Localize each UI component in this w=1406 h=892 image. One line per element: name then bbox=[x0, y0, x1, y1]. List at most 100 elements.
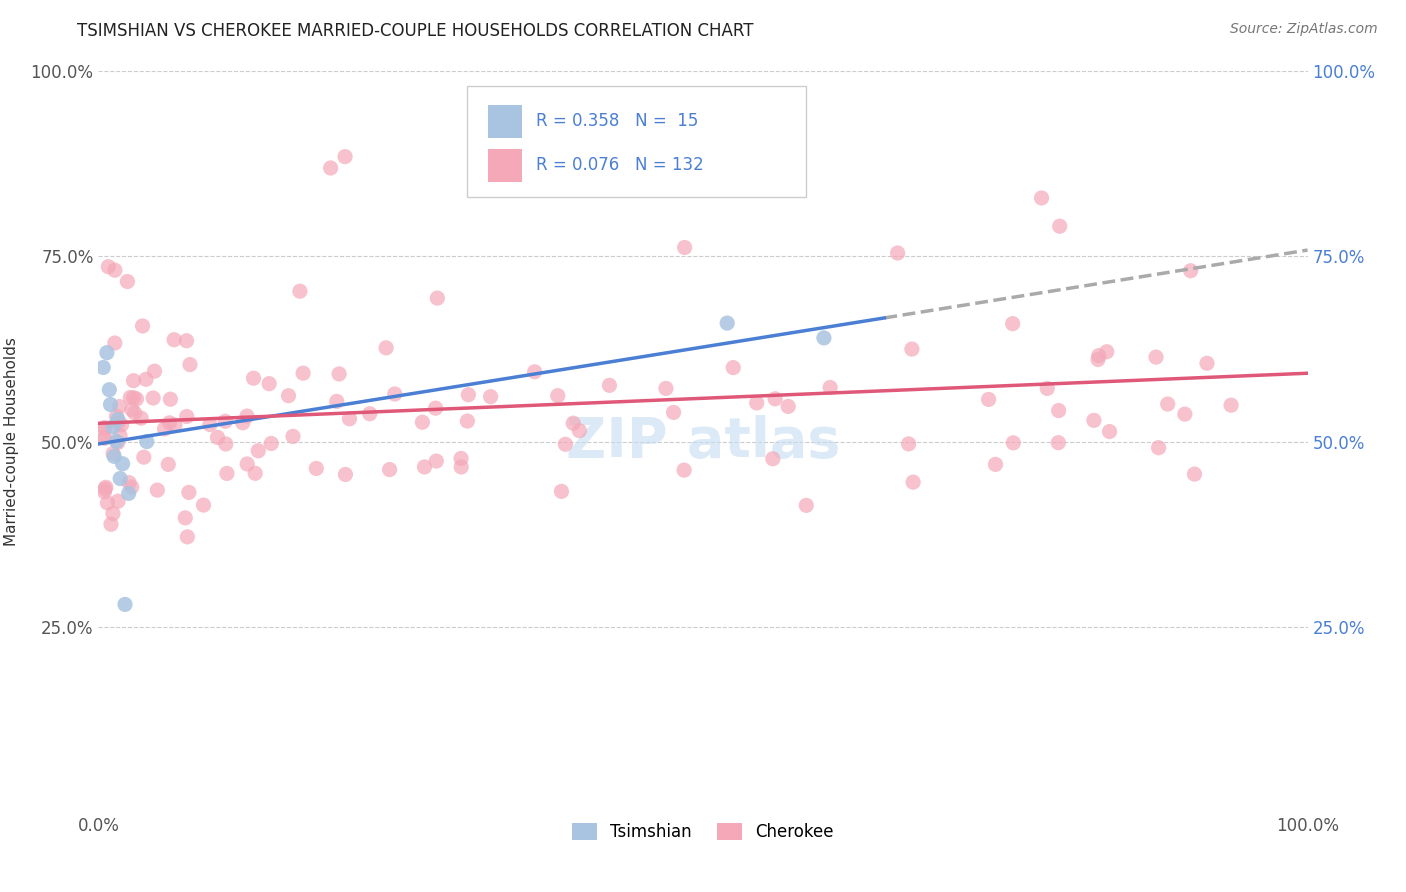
Point bbox=[101, 419, 124, 434]
Point bbox=[1157, 397, 1180, 411]
Point bbox=[124, 406, 146, 420]
Point bbox=[121, 480, 143, 494]
Point bbox=[174, 511, 197, 525]
Point bbox=[232, 416, 254, 430]
Point bbox=[762, 451, 785, 466]
Point bbox=[450, 459, 472, 474]
FancyBboxPatch shape bbox=[467, 87, 806, 197]
Point bbox=[108, 471, 131, 485]
Point bbox=[292, 366, 315, 380]
Point bbox=[103, 450, 125, 464]
Point bbox=[118, 475, 141, 490]
Point bbox=[378, 462, 401, 476]
Point bbox=[247, 443, 270, 458]
Point bbox=[456, 414, 478, 428]
Point bbox=[96, 496, 118, 510]
Point bbox=[243, 467, 266, 481]
Point bbox=[1220, 398, 1243, 412]
FancyBboxPatch shape bbox=[488, 104, 522, 138]
Point bbox=[193, 498, 215, 512]
Point bbox=[122, 374, 145, 388]
Point bbox=[118, 486, 141, 500]
Point bbox=[94, 482, 117, 496]
Point bbox=[236, 457, 259, 471]
Point bbox=[177, 485, 200, 500]
Point bbox=[107, 494, 129, 508]
Point bbox=[215, 437, 238, 451]
Point bbox=[655, 381, 678, 395]
Point bbox=[135, 372, 157, 386]
Point bbox=[108, 428, 131, 442]
Point bbox=[413, 459, 436, 474]
Point bbox=[763, 392, 786, 406]
Point bbox=[1087, 352, 1109, 367]
Point bbox=[426, 291, 449, 305]
Point bbox=[288, 284, 311, 298]
Point bbox=[305, 461, 328, 475]
Point bbox=[562, 416, 585, 430]
Point bbox=[745, 396, 768, 410]
Point bbox=[897, 437, 920, 451]
Point bbox=[159, 392, 181, 407]
Point bbox=[93, 421, 115, 435]
Point bbox=[333, 150, 356, 164]
Point bbox=[411, 415, 433, 429]
Point bbox=[125, 392, 148, 406]
Point bbox=[114, 598, 136, 612]
Point bbox=[176, 409, 198, 424]
Point bbox=[104, 336, 127, 351]
Point bbox=[146, 483, 169, 497]
Point bbox=[111, 457, 134, 471]
Point bbox=[91, 360, 114, 375]
Point bbox=[157, 458, 180, 472]
Text: R = 0.358   N =  15: R = 0.358 N = 15 bbox=[536, 112, 699, 130]
Point bbox=[207, 430, 229, 444]
Point bbox=[129, 411, 152, 425]
Point bbox=[236, 409, 259, 423]
Point bbox=[110, 417, 132, 432]
Point bbox=[104, 263, 127, 277]
Point bbox=[977, 392, 1000, 407]
Point bbox=[242, 371, 264, 385]
Point bbox=[93, 431, 115, 445]
Point bbox=[1049, 219, 1071, 234]
Point bbox=[105, 409, 128, 424]
Point bbox=[673, 463, 696, 477]
Point bbox=[1001, 317, 1024, 331]
Point bbox=[215, 467, 238, 481]
Point bbox=[886, 246, 908, 260]
Point bbox=[176, 530, 198, 544]
Point bbox=[479, 390, 502, 404]
Point bbox=[328, 367, 350, 381]
Point bbox=[96, 345, 118, 359]
Point bbox=[335, 467, 357, 482]
Point bbox=[673, 240, 696, 254]
Point bbox=[100, 517, 122, 532]
Point bbox=[257, 376, 280, 391]
Point bbox=[1184, 467, 1206, 482]
Text: TSIMSHIAN VS CHEROKEE MARRIED-COUPLE HOUSEHOLDS CORRELATION CHART: TSIMSHIAN VS CHEROKEE MARRIED-COUPLE HOU… bbox=[77, 22, 754, 40]
Point bbox=[425, 401, 447, 416]
Point bbox=[132, 450, 155, 465]
Point bbox=[1031, 191, 1053, 205]
Point bbox=[1087, 349, 1109, 363]
Point bbox=[1002, 435, 1025, 450]
Point bbox=[384, 387, 406, 401]
Point bbox=[721, 360, 744, 375]
Point bbox=[1047, 403, 1070, 417]
Point bbox=[97, 260, 120, 274]
Point bbox=[260, 436, 283, 450]
Point bbox=[122, 391, 145, 405]
Point bbox=[1098, 425, 1121, 439]
Point bbox=[1036, 381, 1059, 395]
Point bbox=[1180, 264, 1202, 278]
Point bbox=[818, 380, 841, 394]
Point bbox=[107, 412, 129, 426]
Point bbox=[93, 431, 115, 445]
Point bbox=[281, 429, 304, 443]
Point bbox=[98, 383, 121, 397]
Point bbox=[359, 407, 381, 421]
Point bbox=[1083, 413, 1105, 427]
Point bbox=[179, 358, 201, 372]
Point bbox=[135, 434, 157, 449]
